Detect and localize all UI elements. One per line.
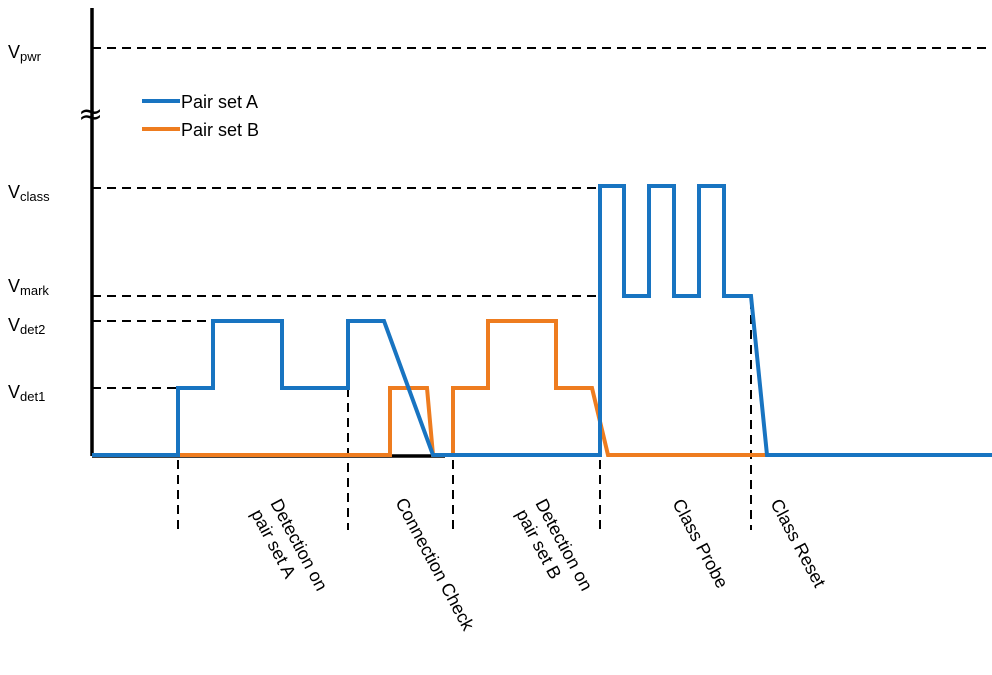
phase-separators	[177, 300, 752, 530]
vpwr-label: Vpwr	[8, 42, 42, 64]
phase-label-detection-a: Detection on pair set A	[247, 495, 334, 608]
legend: Pair set A Pair set B	[142, 92, 259, 140]
phase-label-detection-b: Detection on pair set B	[512, 495, 599, 608]
legend-label-pair-a: Pair set A	[181, 92, 258, 112]
phase-label-class-reset: Class Reset	[766, 495, 829, 590]
level-reference-lines	[92, 47, 992, 389]
vdet1-label: Vdet1	[8, 382, 45, 404]
legend-label-pair-b: Pair set B	[181, 120, 259, 140]
phase-label-class-probe: Class Probe	[668, 495, 732, 591]
vclass-label: Vclass	[8, 182, 50, 204]
pair-set-b-waveform	[92, 319, 992, 457]
phase-labels: Detection on pair set A Connection Check…	[247, 494, 830, 634]
vmark-label: Vmark	[8, 276, 49, 298]
vdet2-label: Vdet2	[8, 315, 45, 337]
pair-set-a-waveform	[92, 184, 992, 457]
axis-break-icon: ≈	[78, 97, 103, 132]
phase-label-connection-check: Connection Check	[391, 494, 478, 634]
